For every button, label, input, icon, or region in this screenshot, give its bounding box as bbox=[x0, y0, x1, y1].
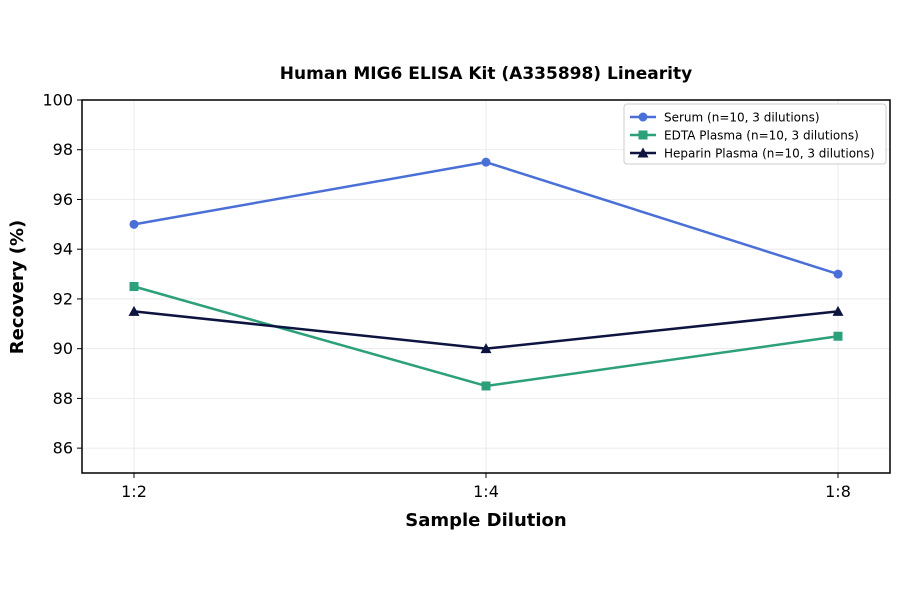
x-axis: 1:2 1:4 1:8 bbox=[121, 473, 851, 501]
y-tick-label: 90 bbox=[53, 339, 73, 358]
x-axis-label: Sample Dilution bbox=[405, 510, 566, 531]
legend-marker bbox=[639, 131, 648, 140]
legend-label: EDTA Plasma (n=10, 3 dilutions) bbox=[664, 129, 859, 143]
chart-title: Human MIG6 ELISA Kit (A335898) Linearity bbox=[280, 64, 692, 84]
y-tick-label: 92 bbox=[53, 289, 73, 308]
y-tick-label: 86 bbox=[53, 439, 73, 458]
data-point bbox=[130, 220, 139, 229]
data-point bbox=[834, 332, 843, 341]
x-tick-label: 1:4 bbox=[473, 482, 499, 501]
data-point bbox=[482, 158, 491, 167]
y-axis-label: Recovery (%) bbox=[7, 220, 28, 354]
data-point bbox=[130, 282, 139, 291]
legend-label: Heparin Plasma (n=10, 3 dilutions) bbox=[664, 147, 875, 161]
data-point bbox=[834, 270, 843, 279]
y-tick-label: 98 bbox=[53, 140, 73, 159]
legend: Serum (n=10, 3 dilutions) EDTA Plasma (n=… bbox=[624, 104, 886, 164]
data-point bbox=[482, 381, 491, 390]
y-tick-label: 88 bbox=[53, 389, 73, 408]
y-axis: 86 88 90 92 94 96 98 100 bbox=[42, 91, 82, 458]
y-tick-label: 100 bbox=[42, 91, 73, 110]
y-tick-label: 94 bbox=[53, 240, 73, 259]
legend-marker bbox=[639, 113, 648, 122]
y-tick-label: 96 bbox=[53, 190, 73, 209]
x-tick-label: 1:2 bbox=[121, 482, 147, 501]
legend-label: Serum (n=10, 3 dilutions) bbox=[664, 111, 820, 125]
x-tick-label: 1:8 bbox=[825, 482, 851, 501]
